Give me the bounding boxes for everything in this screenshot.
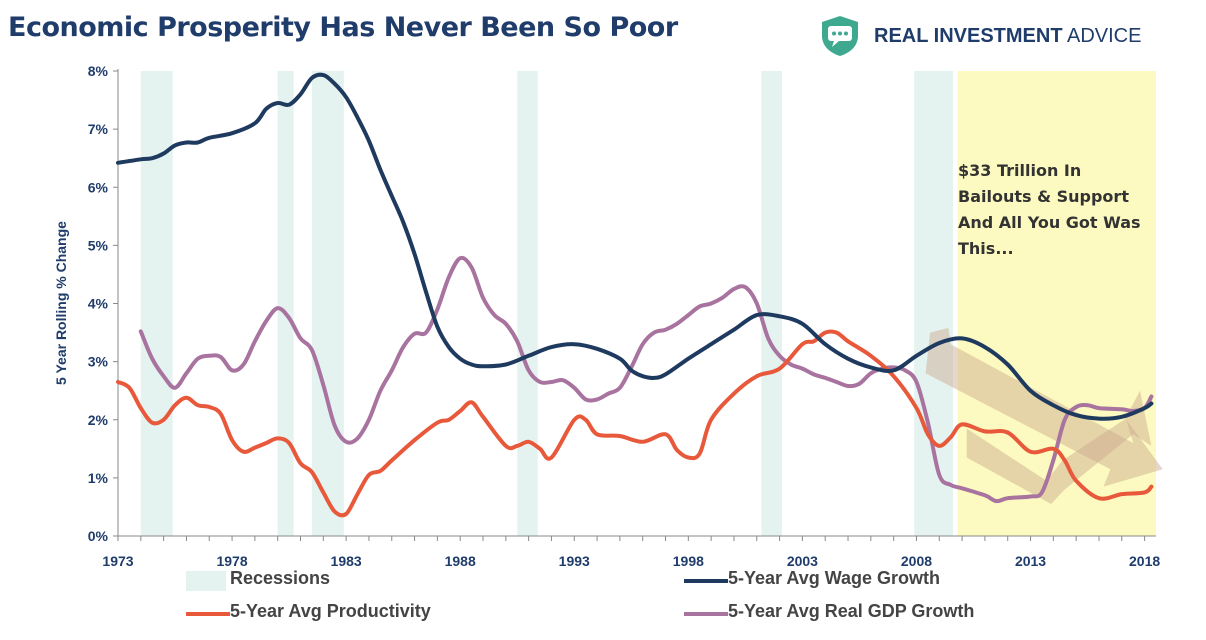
legend-item-gdp: 5-Year Avg Real GDP Growth <box>684 601 1024 627</box>
x-tick-label: 1993 <box>559 553 590 569</box>
x-tick-label: 1988 <box>445 553 476 569</box>
recession-band <box>140 71 173 536</box>
x-tick-label: 2003 <box>787 553 818 569</box>
y-tick-label: 7% <box>88 121 109 137</box>
recession-band <box>517 71 538 536</box>
recession-band <box>914 71 953 536</box>
x-tick-label: 1978 <box>216 553 247 569</box>
legend-swatch-gdp <box>684 612 728 616</box>
annotation-line: And All You Got Was <box>958 213 1141 232</box>
annotation-text: $33 Trillion In Bailouts & Support And A… <box>958 158 1158 262</box>
recession-band <box>761 71 782 536</box>
legend-swatch-recessions <box>186 571 226 591</box>
chat-bubble-shield-icon <box>822 16 858 56</box>
recession-band <box>311 71 344 536</box>
chart-title: Economic Prosperity Has Never Been So Po… <box>8 12 678 43</box>
x-tick-label: 2008 <box>901 553 932 569</box>
x-tick-label: 1983 <box>331 553 362 569</box>
y-tick-label: 2% <box>88 412 109 428</box>
y-tick-label: 3% <box>88 354 109 370</box>
legend-swatch-productivity <box>186 612 230 616</box>
legend-label-gdp: 5-Year Avg Real GDP Growth <box>728 601 975 621</box>
trend-arrow <box>966 390 1152 504</box>
y-tick-label: 6% <box>88 179 109 195</box>
annotation-line: This... <box>958 239 1014 258</box>
x-tick-label: 2018 <box>1129 553 1160 569</box>
legend-item-recessions: Recessions <box>186 568 386 594</box>
series-line-productivity <box>116 329 1154 518</box>
y-tick-label: 5% <box>88 237 109 253</box>
y-tick-label: 8% <box>88 63 109 79</box>
y-tick-label: 1% <box>88 470 109 486</box>
recession-band <box>277 71 294 536</box>
series-lines <box>116 72 1154 518</box>
trend-arrow <box>925 327 1163 487</box>
annotation-line: Bailouts & Support <box>958 187 1129 206</box>
series-line-wage-growth <box>116 72 1154 421</box>
legend-item-productivity: 5-Year Avg Productivity <box>186 601 486 627</box>
y-tick-label: 4% <box>88 296 109 312</box>
x-tick-label: 1973 <box>102 553 133 569</box>
tick-labels: 0% 1% 2% 3% 4% 5% 6% 7% 8% 1973 1978 1983 1988 1993 19… <box>88 63 1161 569</box>
legend-label-recessions: Recessions <box>230 568 331 588</box>
brand-name-prefix: REAL INVESTMENT <box>874 25 1063 47</box>
brand-logo: REAL INVESTMENT ADVICE <box>818 14 1198 58</box>
annotation-line: $33 Trillion In <box>958 161 1082 180</box>
y-axis-label: 5 Year Rolling % Change <box>53 221 69 385</box>
series-line-real-gdp-growth <box>138 255 1154 504</box>
y-tick-label: 0% <box>88 528 109 544</box>
background-bands <box>140 71 1156 536</box>
legend-label-wage: 5-Year Avg Wage Growth <box>728 568 941 588</box>
legend-label-productivity: 5-Year Avg Productivity <box>230 601 431 621</box>
brand-name-suffix: ADVICE <box>1067 25 1142 47</box>
legend-item-wage: 5-Year Avg Wage Growth <box>684 568 1004 594</box>
x-tick-label: 1998 <box>673 553 704 569</box>
trend-arrows <box>925 327 1163 504</box>
axes <box>113 69 1156 541</box>
brand-name: REAL INVESTMENT ADVICE <box>874 25 1141 48</box>
x-tick-label: 2013 <box>1015 553 1046 569</box>
highlight-band <box>957 71 1156 536</box>
legend-swatch-wage <box>684 579 728 583</box>
